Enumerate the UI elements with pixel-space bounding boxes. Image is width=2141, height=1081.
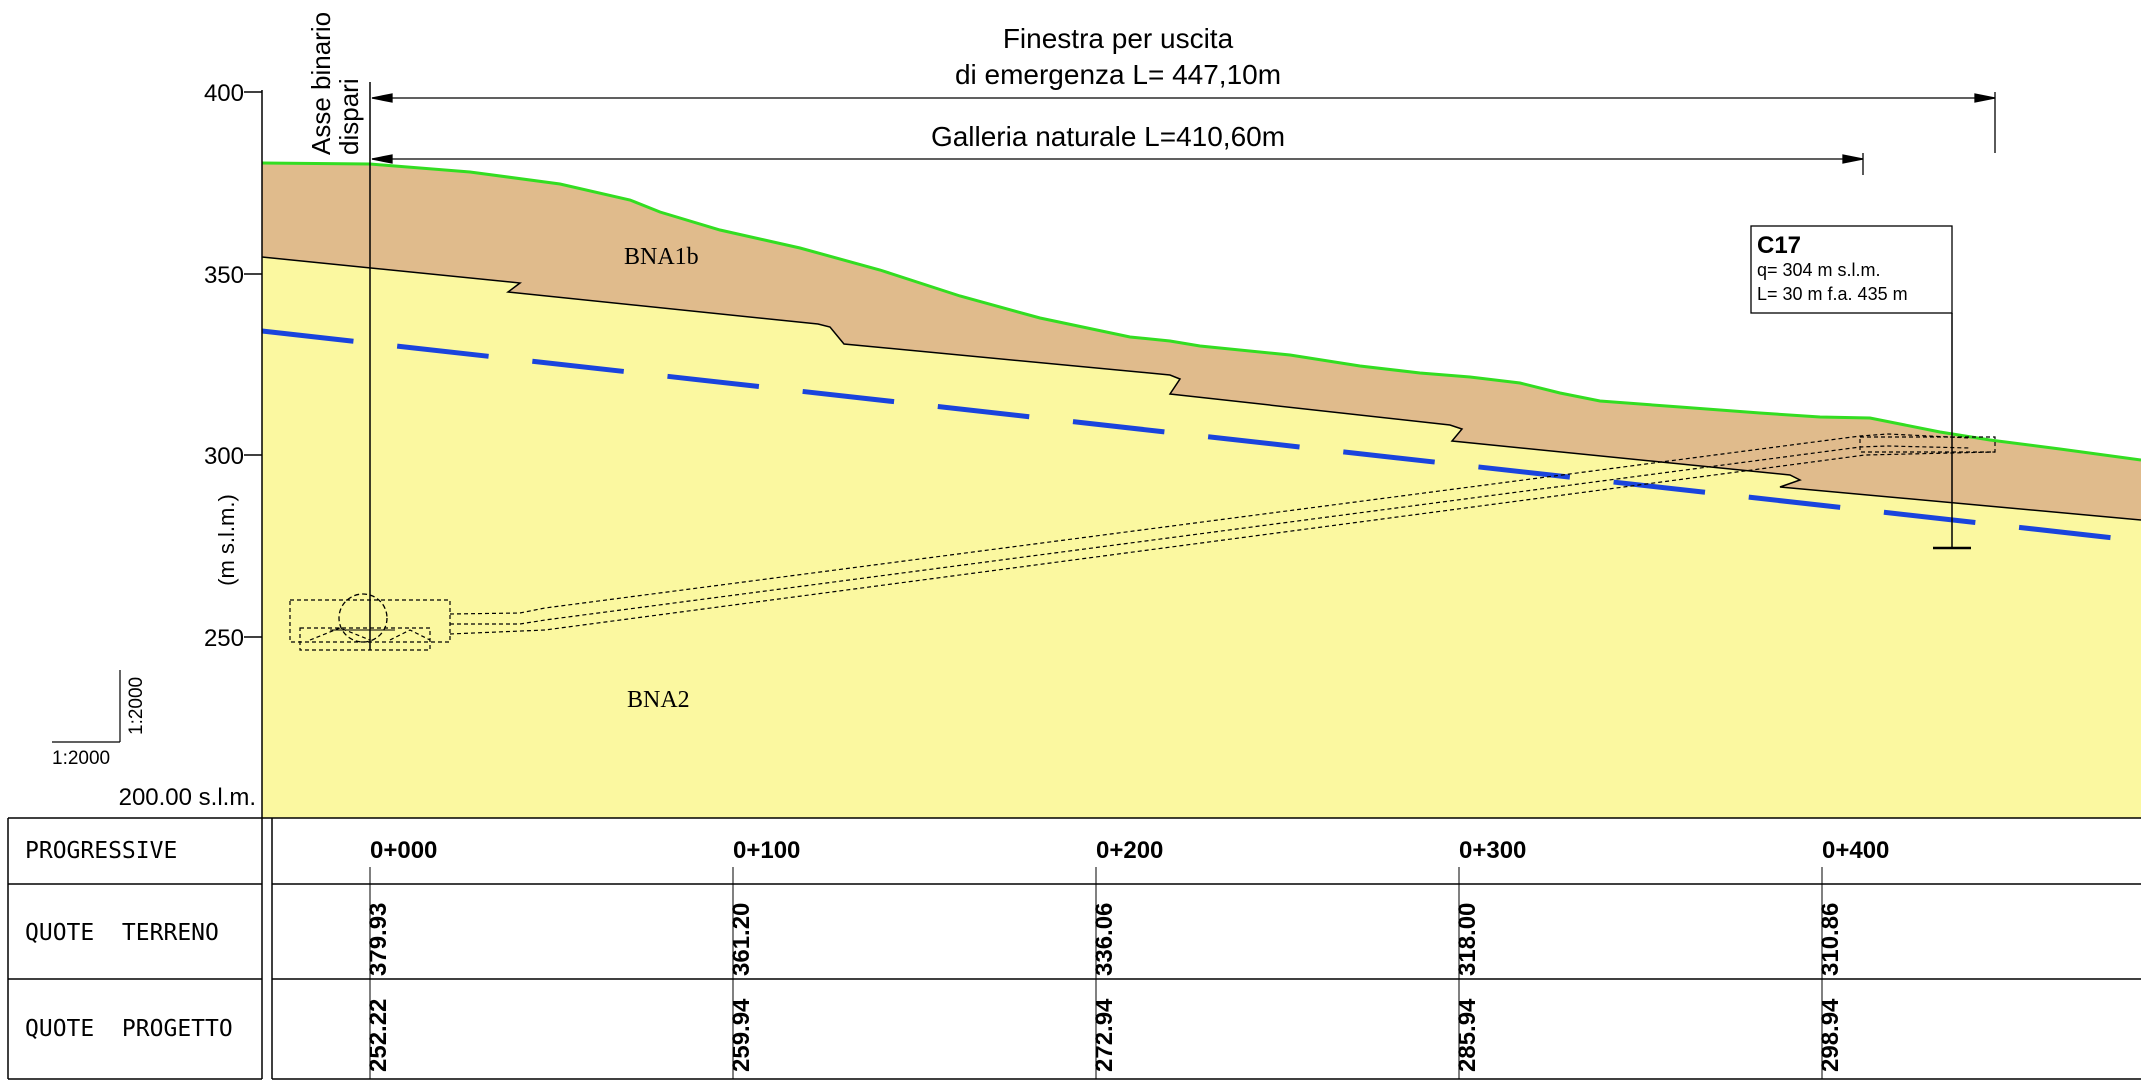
terrain-value: 310.86 [1817,903,1844,976]
borehole-name: C17 [1757,232,1801,259]
station-column-0: 0+000 379.93 252.22 [365,837,437,1079]
ground-profile-line [261,161,2141,462]
tick-label-250: 250 [204,625,244,652]
project-value: 298.94 [1817,998,1844,1072]
station-column-1: 0+100 361.20 259.94 [728,837,800,1079]
scale-indicator [52,670,121,743]
row-label-quote-terreno: QUOTE TERRENO [25,920,219,946]
station-label: 0+400 [1822,837,1889,864]
terrain-value: 336.06 [1091,903,1118,976]
tick-label-350: 350 [204,262,244,289]
finestra-label-line2: di emergenza L= 447,10m [955,59,1281,90]
borehole-c17: C17 q= 304 m s.l.m. L= 30 m f.a. 435 m [1750,225,1971,550]
tunnel-cross-section [338,593,388,643]
scale-vertical-label: 1:2000 [126,677,147,735]
station-label: 0+200 [1096,837,1163,864]
tick-label-300: 300 [204,443,244,470]
layer-label-bna2: BNA2 [627,687,690,713]
station-column-4: 0+400 310.86 298.94 [1817,837,1889,1079]
elevation-axis [244,90,263,818]
borehole-length: L= 30 m f.a. 435 m [1757,284,1908,304]
station-label: 0+100 [733,837,800,864]
layer-label-bna1b: BNA1b [624,244,699,270]
terrain-value: 379.93 [365,903,392,976]
terrain-value: 361.20 [728,903,755,976]
layer-boundary-line [261,256,2141,521]
station-column-2: 0+200 336.06 272.94 [1091,837,1163,1079]
project-value: 252.22 [365,999,392,1072]
borehole-elevation: q= 304 m s.l.m. [1757,260,1881,280]
row-label-quote-progetto: QUOTE PROGETTO [25,1016,233,1042]
project-value: 272.94 [1091,998,1118,1072]
station-label: 0+000 [370,837,437,864]
scale-horizontal-label: 1:2000 [52,748,110,769]
axis-unit-label: (m s.l.m.) [214,494,239,586]
water-table-line [261,328,2141,544]
dimension-lines [371,92,1996,175]
base-elevation-label: 200.00 s.l.m. [119,784,256,811]
finestra-label-line1: Finestra per uscita [1003,23,1234,54]
project-value: 285.94 [1454,998,1481,1072]
asse-binario-label: Asse binariodispari [306,12,364,155]
terrain-value: 318.00 [1454,903,1481,976]
project-value: 259.94 [728,998,755,1072]
station-column-3: 0+300 318.00 285.94 [1454,837,1526,1079]
station-label: 0+300 [1459,837,1526,864]
tick-label-400: 400 [204,80,244,107]
galleria-label: Galleria naturale L=410,60m [931,121,1285,152]
layer-bna1b-area [262,163,2141,520]
row-label-progressive: PROGRESSIVE [25,838,177,864]
profile-table [7,817,2141,1080]
layer-bna2-area [262,257,2141,818]
